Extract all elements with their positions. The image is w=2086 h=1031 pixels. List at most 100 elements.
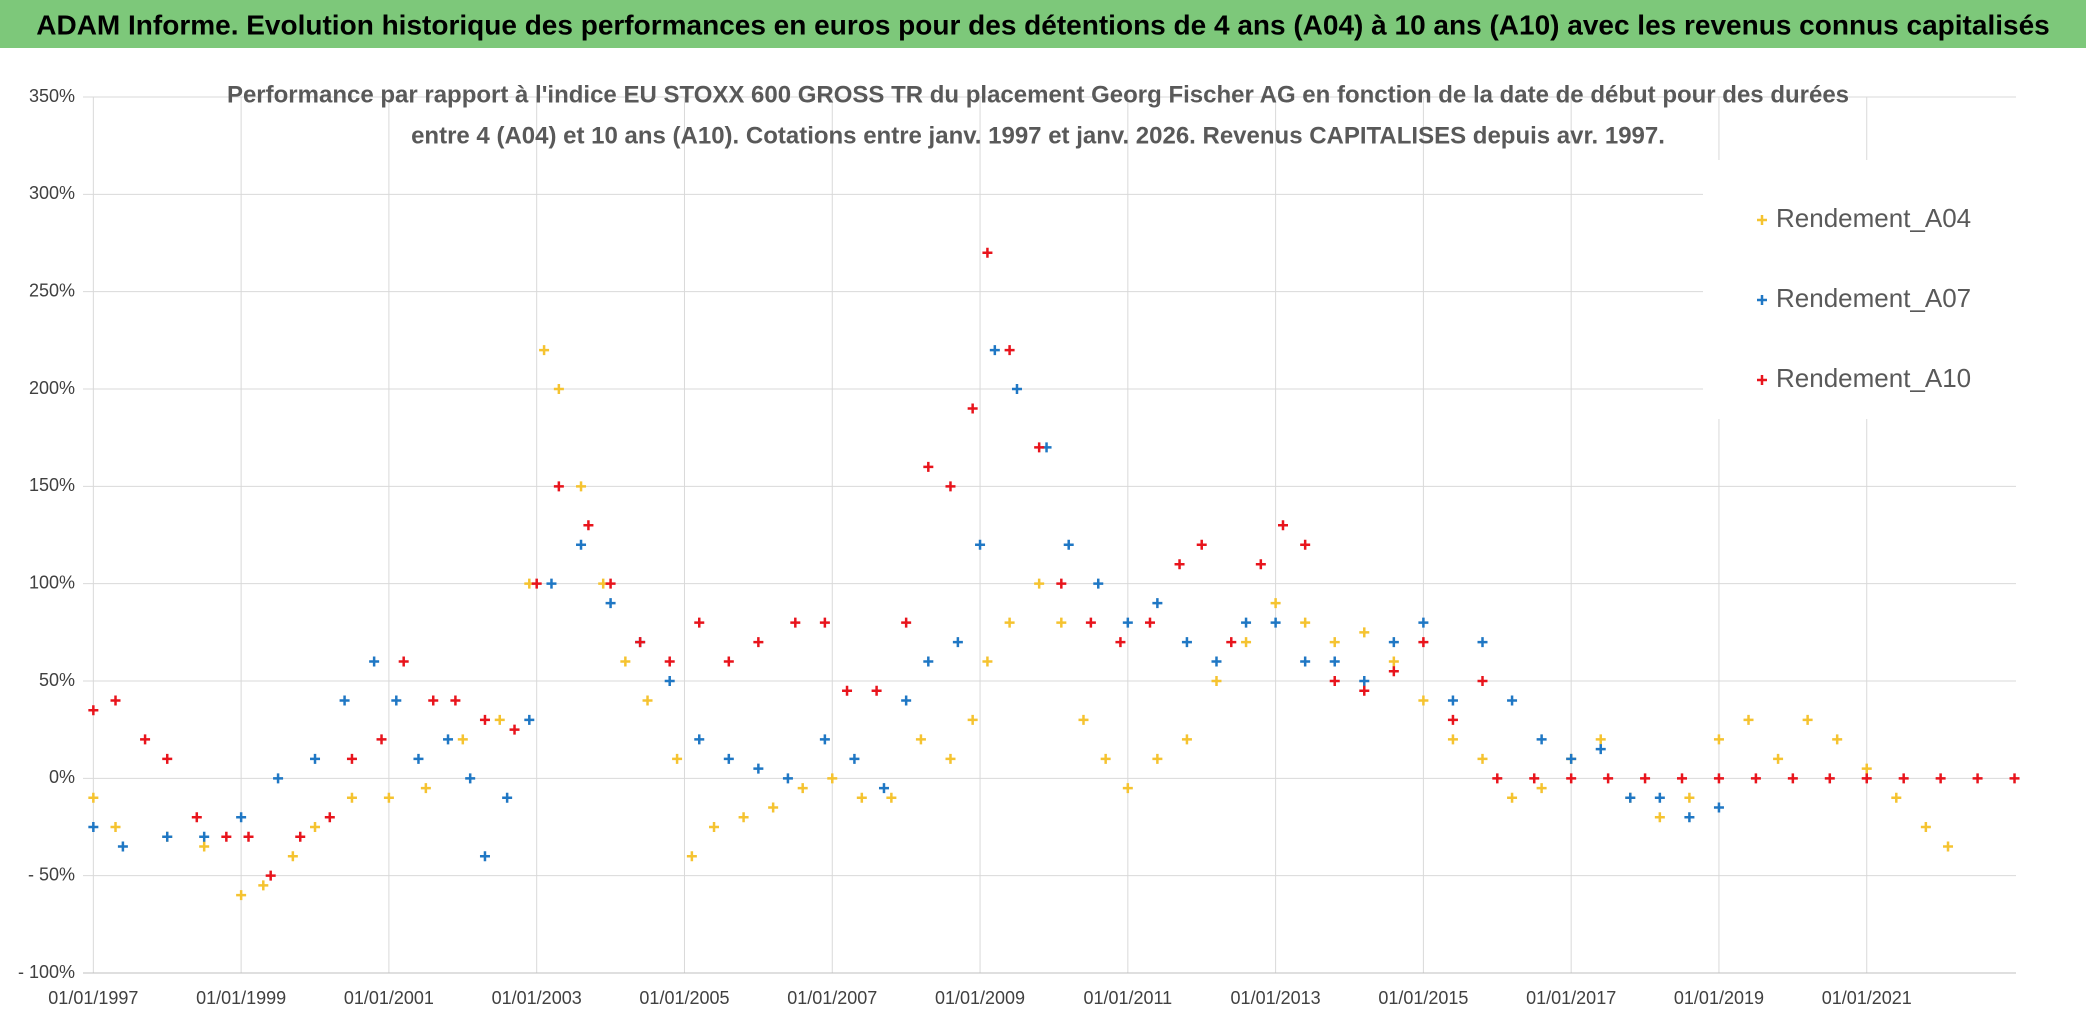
point [479, 851, 490, 862]
x-tick-label: 01/01/2005 [639, 988, 729, 1008]
point [1507, 695, 1518, 706]
point [1329, 676, 1340, 686]
point [1255, 559, 1266, 570]
point [243, 831, 254, 842]
point [191, 812, 202, 823]
point [1300, 539, 1311, 550]
point [1144, 617, 1155, 628]
banner: ADAM Informe. Evolution historique des p… [36, 9, 2049, 40]
point [923, 461, 934, 472]
point [819, 617, 830, 628]
point [967, 403, 978, 414]
point [1359, 627, 1370, 638]
point [1603, 773, 1614, 784]
chart-title: entre 4 (A04) et 10 ans (A10). Cotations… [411, 122, 1665, 149]
point [1684, 792, 1695, 803]
y-tick-label: - 100% [18, 962, 75, 982]
point [1004, 345, 1015, 356]
point [1595, 734, 1606, 745]
point [1056, 617, 1067, 628]
point [952, 637, 963, 648]
point [1034, 442, 1045, 453]
point [945, 481, 956, 492]
point [443, 734, 454, 745]
legend: Rendement_A04 Rendement_A07 Rendement_A10 [1757, 203, 1971, 393]
point [886, 792, 897, 803]
point [768, 802, 779, 813]
point [1625, 792, 1636, 803]
point [605, 578, 616, 589]
point [1802, 714, 1813, 725]
point [1056, 578, 1067, 589]
point [989, 345, 1000, 356]
point [1181, 637, 1192, 648]
point [479, 714, 490, 725]
point [901, 695, 912, 706]
point [576, 481, 587, 492]
point [1713, 734, 1724, 745]
point [509, 724, 520, 735]
legend-marker [1757, 295, 1767, 305]
point [1654, 792, 1665, 803]
point [1063, 539, 1074, 550]
point [1640, 773, 1651, 784]
point [1477, 637, 1488, 648]
y-tick-label: 50% [39, 670, 75, 690]
point [310, 822, 321, 832]
point [110, 695, 121, 706]
point [502, 792, 513, 803]
point [1447, 695, 1458, 706]
point [1115, 637, 1126, 648]
point [975, 539, 986, 550]
legend-label: Rendement_A10 [1776, 363, 1971, 393]
point [1078, 714, 1089, 725]
point [723, 753, 734, 764]
point [199, 841, 210, 852]
point [1300, 656, 1311, 667]
point [849, 753, 860, 764]
plot-area [83, 96, 2020, 974]
y-tick-label: 150% [29, 475, 75, 495]
point [1595, 744, 1606, 755]
point [258, 880, 269, 891]
point [605, 598, 616, 609]
point [686, 851, 697, 862]
y-tick-label: 0% [49, 767, 75, 787]
point [553, 481, 564, 492]
legend-marker [1757, 215, 1767, 225]
point [236, 890, 247, 901]
point [1174, 559, 1185, 570]
point [398, 656, 409, 667]
point [162, 753, 173, 764]
point [1329, 637, 1340, 648]
point [236, 812, 247, 823]
point [819, 734, 830, 745]
point [1093, 578, 1104, 589]
point [1329, 656, 1340, 667]
x-tick-label: 01/01/2011 [1083, 988, 1172, 1008]
point [842, 685, 853, 696]
x-tick-label: 01/01/2007 [787, 988, 877, 1008]
point [1418, 695, 1429, 706]
point [117, 841, 128, 852]
point [273, 773, 284, 784]
point [428, 695, 439, 706]
point [324, 812, 335, 823]
point [664, 656, 675, 667]
point [1359, 676, 1370, 686]
point [1418, 617, 1429, 628]
point [1972, 773, 1983, 784]
point [1898, 773, 1909, 784]
point [1388, 666, 1399, 677]
point [709, 822, 720, 832]
point [553, 384, 564, 394]
point [539, 345, 550, 356]
legend-label: Rendement_A07 [1776, 283, 1971, 313]
legend-marker [1757, 375, 1767, 385]
point [1654, 812, 1665, 823]
x-tick-label: 01/01/2021 [1822, 988, 1912, 1008]
point [1270, 617, 1281, 628]
point [1388, 656, 1399, 667]
point [1388, 637, 1399, 648]
